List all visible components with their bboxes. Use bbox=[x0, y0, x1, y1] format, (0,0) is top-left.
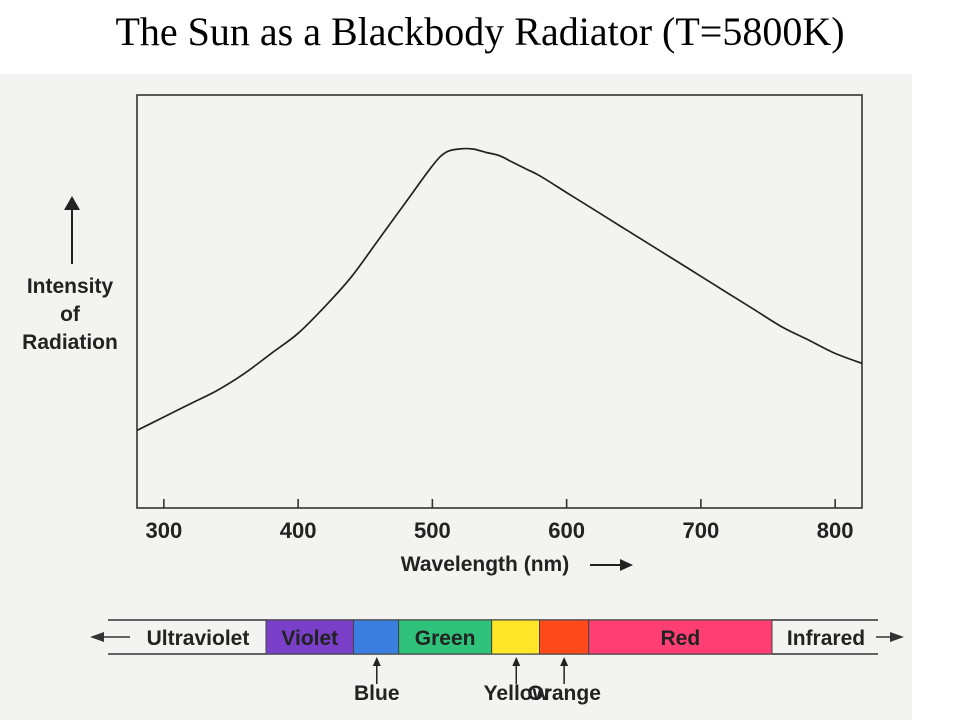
x-tick-label-700: 700 bbox=[683, 518, 720, 543]
band-label-red: Red bbox=[661, 627, 701, 650]
x-ticks: 300 400 500 600 700 800 bbox=[145, 499, 854, 543]
x-tick-label-600: 600 bbox=[548, 518, 585, 543]
label-yellow: Yellow bbox=[484, 682, 550, 705]
band-label-green: Green bbox=[415, 627, 476, 650]
x-tick-label-400: 400 bbox=[280, 518, 317, 543]
band-red bbox=[588, 619, 773, 655]
ir-arrow-head bbox=[890, 632, 904, 642]
x-axis-label: Wavelength (nm) bbox=[401, 553, 569, 576]
chart-title: The Sun as a Blackbody Radiator (T=5800K… bbox=[115, 9, 845, 54]
spectrum-bar: Ultraviolet Infrared Violet Green Red Blue Yel… bbox=[90, 619, 904, 705]
x-axis-label-group: Wavelength (nm) bbox=[401, 553, 633, 576]
infrared-label: Infrared bbox=[787, 627, 865, 650]
pointer-head-blue bbox=[372, 657, 381, 666]
band-violet bbox=[265, 619, 355, 655]
band-label-violet: Violet bbox=[281, 627, 338, 650]
pointer-head-orange bbox=[560, 657, 569, 666]
curve-layer bbox=[136, 147, 863, 432]
y-axis-label-group: Intensity of Radiation bbox=[22, 196, 118, 354]
figure-panel: 300 400 500 600 700 800 Intensity of Radiation … bbox=[0, 74, 912, 720]
band-yellow bbox=[491, 619, 541, 655]
chart-axes bbox=[136, 94, 863, 509]
ultraviolet-label: Ultraviolet bbox=[147, 627, 250, 650]
plot-frame bbox=[136, 94, 863, 509]
label-blue: Blue bbox=[354, 682, 400, 705]
x-tick-label-800: 800 bbox=[817, 518, 854, 543]
y-arrow-head bbox=[64, 196, 80, 210]
label-orange: Orange bbox=[527, 682, 601, 705]
y-label-line-1: Intensity bbox=[27, 275, 114, 298]
band-green bbox=[398, 619, 493, 655]
band-blue bbox=[353, 619, 400, 655]
x-tick-label-500: 500 bbox=[414, 518, 451, 543]
blackbody-chart: 300 400 500 600 700 800 IntensityofRadiation … bbox=[22, 94, 904, 705]
pointer-head-yellow bbox=[512, 657, 521, 666]
uv-arrow-head bbox=[90, 632, 104, 642]
y-label-line-3: Radiation bbox=[22, 331, 118, 354]
band-orange bbox=[539, 619, 590, 655]
y-label-line-2: of bbox=[60, 303, 81, 326]
intensity-curve bbox=[136, 147, 863, 432]
x-tick-label-300: 300 bbox=[145, 518, 182, 543]
x-arrow-head bbox=[620, 559, 633, 571]
